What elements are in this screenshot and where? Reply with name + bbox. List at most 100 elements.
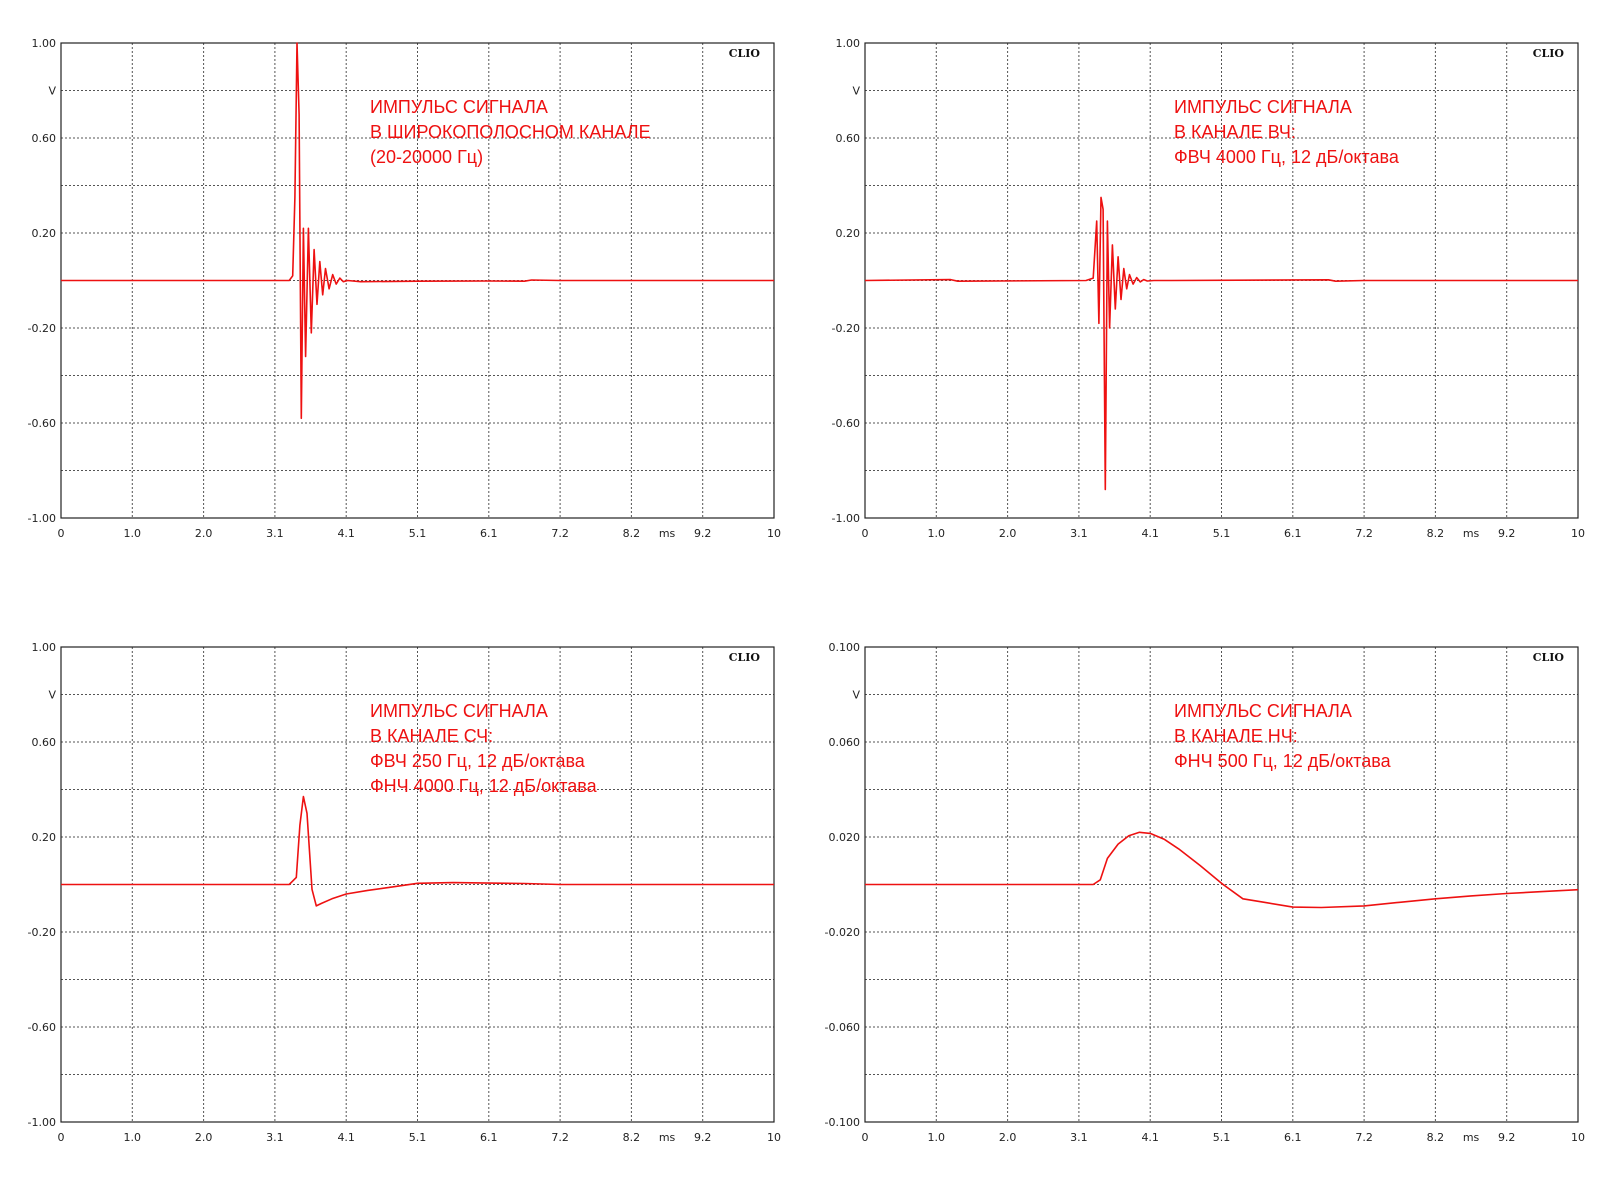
annotation-line: ФНЧ 4000 Гц, 12 дБ/октава (370, 776, 598, 796)
chart-panel-1: 1.00 V 0.60 0.20 -0.20 -0.60 -1.000 1.0 2.0 3.1 4.… (28, 37, 781, 540)
x-tick-label: 4.1 (337, 527, 355, 540)
y-tick-label: 0.20 (32, 227, 57, 240)
impulse-trace (864, 196, 1578, 491)
y-tick-label: -1.00 (28, 1116, 56, 1129)
y-tick-label: 0.060 (829, 736, 861, 749)
y-tick-label: -0.20 (28, 926, 56, 939)
clio-brand-label: CLIO (1533, 651, 1565, 664)
annotation-line: ФВЧ 250 Гц, 12 дБ/октава (370, 751, 586, 771)
clio-brand-label: CLIO (1533, 47, 1565, 60)
x-tick-label: 8.2 (623, 527, 641, 540)
chart-panel-3: 1.00 V 0.60 0.20 -0.20 -0.60 -1.000 1.0 2.0 3.1 4.… (28, 641, 781, 1144)
x-tick-label: 10 (767, 1131, 781, 1144)
x-tick-label: 6.1 (480, 527, 498, 540)
y-tick-label: -0.20 (832, 322, 860, 335)
x-tick-label: 1.0 (928, 527, 946, 540)
y-tick-label: -0.60 (832, 417, 860, 430)
x-tick-label: 7.2 (1355, 1131, 1373, 1144)
x-tick-label: 7.2 (1355, 527, 1373, 540)
x-tick-label: 2.0 (999, 527, 1017, 540)
chart-panel-2: 1.00 V 0.60 0.20 -0.20 -0.60 -1.000 1.0 2.0 3.1 4.… (832, 37, 1585, 540)
x-tick-label: 2.0 (195, 1131, 213, 1144)
y-tick-label: 0.20 (32, 831, 57, 844)
x-tick-label: 10 (767, 527, 781, 540)
x-tick-label: 9.2 (1498, 527, 1516, 540)
x-tick-label: 4.1 (337, 1131, 355, 1144)
clio-brand-label: CLIO (729, 651, 761, 664)
y-tick-label: 1.00 (32, 641, 57, 654)
annotation-line: В ШИРОКОПОЛОСНОМ КАНАЛЕ (370, 122, 651, 142)
x-tick-label: 9.2 (694, 527, 712, 540)
y-tick-label: V (852, 689, 860, 702)
x-tick-label: 6.1 (1284, 527, 1302, 540)
x-tick-label: 4.1 (1141, 527, 1159, 540)
annotation-line: (20-20000 Гц) (370, 147, 483, 167)
y-tick-label: -0.60 (28, 1021, 56, 1034)
x-tick-label: 0 (58, 1131, 65, 1144)
y-tick-label: 0.20 (836, 227, 861, 240)
x-tick-label: 7.2 (551, 1131, 569, 1144)
y-tick-label: V (48, 85, 56, 98)
annotation-line: В КАНАЛЕ НЧ: (1174, 726, 1298, 746)
annotation-line: ИМПУЛЬС СИГНАЛА (1174, 701, 1352, 721)
annotation-line: ФВЧ 4000 Гц, 12 дБ/октава (1174, 147, 1400, 167)
x-tick-label: 7.2 (551, 527, 569, 540)
x-tick-label: 4.1 (1141, 1131, 1159, 1144)
y-tick-label: V (48, 689, 56, 702)
y-tick-label: -0.60 (28, 417, 56, 430)
y-tick-label: 0.60 (836, 132, 861, 145)
x-tick-label: 0 (58, 527, 65, 540)
x-tick-label: 1.0 (124, 527, 142, 540)
x-unit-label: ms (1463, 1131, 1480, 1144)
x-tick-label: 5.1 (409, 1131, 427, 1144)
x-tick-label: 8.2 (623, 1131, 641, 1144)
annotation-line: В КАНАЛЕ СЧ: (370, 726, 493, 746)
x-tick-label: 10 (1571, 527, 1585, 540)
x-tick-label: 3.1 (1070, 1131, 1088, 1144)
y-tick-label: 0.020 (829, 831, 861, 844)
annotation-line: В КАНАЛЕ ВЧ: (1174, 122, 1296, 142)
y-tick-label: -1.00 (832, 512, 860, 525)
y-tick-label: 0.60 (32, 132, 57, 145)
x-unit-label: ms (1463, 527, 1480, 540)
y-tick-label: V (852, 85, 860, 98)
x-tick-label: 3.1 (266, 527, 284, 540)
annotation-line: ИМПУЛЬС СИГНАЛА (370, 701, 548, 721)
annotation-line: ИМПУЛЬС СИГНАЛА (1174, 97, 1352, 117)
x-tick-label: 8.2 (1427, 527, 1445, 540)
x-unit-label: ms (659, 1131, 676, 1144)
x-tick-label: 9.2 (694, 1131, 712, 1144)
x-tick-label: 2.0 (999, 1131, 1017, 1144)
annotation-line: ИМПУЛЬС СИГНАЛА (370, 97, 548, 117)
x-tick-label: 0 (862, 527, 869, 540)
x-tick-label: 5.1 (1213, 527, 1231, 540)
x-tick-label: 2.0 (195, 527, 213, 540)
x-tick-label: 1.0 (124, 1131, 142, 1144)
x-tick-label: 6.1 (1284, 1131, 1302, 1144)
x-tick-label: 0 (862, 1131, 869, 1144)
y-tick-label: 1.00 (836, 37, 861, 50)
x-tick-label: 1.0 (928, 1131, 946, 1144)
x-tick-label: 3.1 (266, 1131, 284, 1144)
y-tick-label: -0.100 (825, 1116, 860, 1129)
y-tick-label: 1.00 (32, 37, 57, 50)
x-unit-label: ms (659, 527, 676, 540)
y-tick-label: -0.20 (28, 322, 56, 335)
impulse-trace (61, 795, 774, 907)
y-tick-label: -0.020 (825, 926, 860, 939)
x-tick-label: 5.1 (409, 527, 427, 540)
impulse-trace (61, 42, 774, 420)
x-tick-label: 5.1 (1213, 1131, 1231, 1144)
y-tick-label: 0.60 (32, 736, 57, 749)
y-tick-label: -0.060 (825, 1021, 860, 1034)
y-tick-label: 0.100 (829, 641, 861, 654)
x-tick-label: 9.2 (1498, 1131, 1516, 1144)
x-tick-label: 6.1 (480, 1131, 498, 1144)
x-tick-label: 8.2 (1427, 1131, 1445, 1144)
x-tick-label: 3.1 (1070, 527, 1088, 540)
clio-brand-label: CLIO (729, 47, 761, 60)
x-tick-label: 10 (1571, 1131, 1585, 1144)
y-tick-label: -1.00 (28, 512, 56, 525)
